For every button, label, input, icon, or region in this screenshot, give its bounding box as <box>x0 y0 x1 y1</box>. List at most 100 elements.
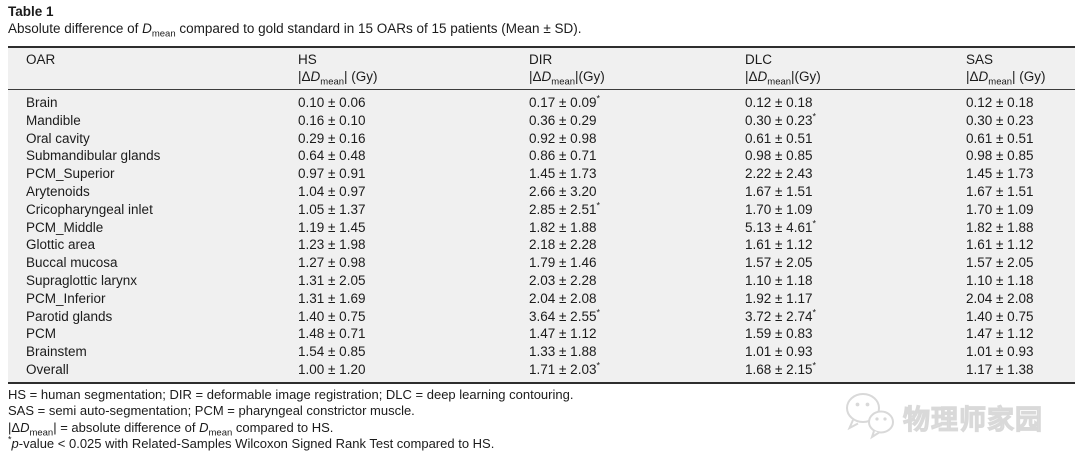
footnote-p-italic: p <box>11 435 19 451</box>
header-dir-label: DIR <box>529 52 553 67</box>
significance-asterisk: * <box>596 93 600 104</box>
hs-cell: 1.54 ± 0.85 <box>298 343 529 361</box>
dir-value: 1.79 ± 1.46 <box>529 255 597 271</box>
table-row: Buccal mucosa 1.27 ± 0.98 1.79 ± 1.46 1.… <box>8 254 1075 272</box>
dlc-value: 2.22 ± 2.43 <box>745 166 813 182</box>
header-dir-dsub: mean <box>551 76 576 88</box>
dir-value: 1.33 ± 1.88 <box>529 344 597 360</box>
header-dlc: DLC |ΔDmean|(Gy) <box>745 47 966 90</box>
dir-cell: 1.79 ± 1.46 <box>529 254 745 272</box>
oar-cell: Parotid glands <box>26 308 113 324</box>
sas-value: 1.57 ± 2.05 <box>966 255 1034 271</box>
dir-cell: 2.03 ± 2.28 <box>529 272 745 290</box>
hs-value: 1.19 ± 1.45 <box>298 219 366 235</box>
caption-text: Absolute difference of <box>8 21 143 36</box>
dlc-cell: 0.98 ± 0.85 <box>745 147 966 165</box>
oar-cell: Brain <box>26 95 58 110</box>
hs-value: 0.29 ± 0.16 <box>298 130 366 146</box>
dir-cell: 0.86 ± 0.71 <box>529 147 745 165</box>
sas-cell: 1.67 ± 1.51 <box>966 183 1075 201</box>
dir-value: 3.64 ± 2.55 <box>529 308 597 324</box>
header-sas-unit: | (Gy) <box>1012 68 1046 84</box>
hs-value: 1.54 ± 0.85 <box>298 344 366 360</box>
dlc-value: 0.98 ± 0.85 <box>745 148 813 164</box>
footnotes: HS = human segmentation; DIR = deformabl… <box>8 387 573 452</box>
wechat-icon <box>842 390 898 445</box>
watermark: 物理师家园 <box>842 390 1043 445</box>
dir-value: 1.47 ± 1.12 <box>529 326 597 342</box>
hs-value: 1.48 ± 0.71 <box>298 326 366 342</box>
table-caption-block: Table 1 Absolute difference of Dmean com… <box>8 4 1068 39</box>
sas-cell: 1.61 ± 1.12 <box>966 236 1075 254</box>
footnote-dsym: D <box>199 419 209 435</box>
sas-value: 1.61 ± 1.12 <box>966 237 1034 253</box>
dir-value: 1.82 ± 1.88 <box>529 219 597 235</box>
sas-value: 1.82 ± 1.88 <box>966 219 1034 235</box>
dir-cell: 0.17 ± 0.09* <box>529 90 745 112</box>
significance-asterisk: * <box>812 111 816 122</box>
dlc-cell: 3.72 ± 2.74* <box>745 308 966 326</box>
hs-value: 1.05 ± 1.37 <box>298 201 366 217</box>
hs-value: 1.31 ± 1.69 <box>298 290 366 306</box>
dir-cell: 2.18 ± 2.28 <box>529 236 745 254</box>
oar-cell: Cricopharyngeal inlet <box>26 201 153 217</box>
header-oar: OAR <box>8 47 298 90</box>
sas-value: 1.67 ± 1.51 <box>966 183 1034 199</box>
table-title: Table 1 <box>8 4 54 19</box>
significance-asterisk: * <box>596 307 600 318</box>
table-caption: Absolute difference of Dmean compared to… <box>8 21 1068 39</box>
header-dlc-sub: |Δ <box>745 68 758 84</box>
footnote-dmean-definition: |ΔDmean| = absolute difference of Dmean … <box>8 419 573 439</box>
header-hs-sub: |Δ <box>298 68 311 84</box>
sas-value: 0.12 ± 0.18 <box>966 95 1034 110</box>
sas-value: 0.61 ± 0.51 <box>966 130 1034 146</box>
header-hs-dsub: mean <box>320 76 345 88</box>
dlc-cell: 1.01 ± 0.93 <box>745 343 966 361</box>
dlc-value: 1.70 ± 1.09 <box>745 201 813 217</box>
significance-asterisk: * <box>596 200 600 211</box>
footnote-text: compared to HS. <box>232 419 334 435</box>
oar-cell: PCM_Inferior <box>26 290 106 306</box>
dir-value: 2.03 ± 2.28 <box>529 272 597 288</box>
footnote-text: -value < 0.025 with Related-Samples Wilc… <box>18 435 495 451</box>
sas-value: 1.47 ± 1.12 <box>966 326 1034 342</box>
sas-value: 0.98 ± 0.85 <box>966 148 1034 164</box>
header-dlc-unit: |(Gy) <box>791 68 821 84</box>
sas-cell: 1.45 ± 1.73 <box>966 165 1075 183</box>
hs-cell: 0.10 ± 0.06 <box>298 90 529 112</box>
dlc-cell: 1.61 ± 1.12 <box>745 236 966 254</box>
dir-value: 0.86 ± 0.71 <box>529 148 597 164</box>
footnote-dsub: mean <box>29 427 54 439</box>
dir-value: 1.71 ± 2.03 <box>529 361 597 377</box>
oar-cell: Oral cavity <box>26 130 90 146</box>
sas-cell: 1.01 ± 0.93 <box>966 343 1075 361</box>
oar-cell: Supraglottic larynx <box>26 272 138 288</box>
hs-cell: 0.64 ± 0.48 <box>298 147 529 165</box>
hs-cell: 1.04 ± 0.97 <box>298 183 529 201</box>
hs-value: 1.27 ± 0.98 <box>298 255 366 271</box>
dlc-value: 1.68 ± 2.15 <box>745 361 813 377</box>
dlc-cell: 1.59 ± 0.83 <box>745 325 966 343</box>
sas-value: 1.01 ± 0.93 <box>966 344 1034 360</box>
dir-value: 1.45 ± 1.73 <box>529 166 597 182</box>
dir-cell: 1.47 ± 1.12 <box>529 325 745 343</box>
dir-value: 0.36 ± 0.29 <box>529 112 597 128</box>
dlc-cell: 1.92 ± 1.17 <box>745 290 966 308</box>
dlc-cell: 1.57 ± 2.05 <box>745 254 966 272</box>
sas-cell: 1.57 ± 2.05 <box>966 254 1075 272</box>
footnote-dsym: D <box>20 419 30 435</box>
hs-cell: 1.19 ± 1.45 <box>298 219 529 237</box>
dlc-value: 1.10 ± 1.18 <box>745 272 813 288</box>
watermark-text: 物理师家园 <box>903 405 1043 437</box>
hs-cell: 1.48 ± 0.71 <box>298 325 529 343</box>
header-dir-dsym: D <box>541 68 552 84</box>
hs-value: 0.97 ± 0.91 <box>298 166 366 182</box>
table-row: Glottic area 1.23 ± 1.98 2.18 ± 2.28 1.6… <box>8 236 1075 254</box>
header-dir: DIR |ΔDmean|(Gy) <box>529 47 745 90</box>
table-row: Cricopharyngeal inlet 1.05 ± 1.37 2.85 ±… <box>8 201 1075 219</box>
sas-cell: 1.40 ± 0.75 <box>966 308 1075 326</box>
sas-value: 1.17 ± 1.38 <box>966 361 1034 377</box>
dir-cell: 1.71 ± 2.03* <box>529 361 745 383</box>
sas-cell: 0.12 ± 0.18 <box>966 90 1075 112</box>
hs-cell: 0.29 ± 0.16 <box>298 130 529 148</box>
